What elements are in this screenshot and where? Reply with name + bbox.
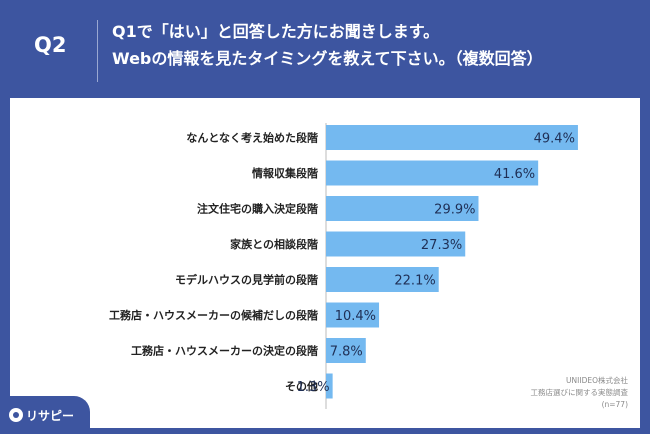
bar xyxy=(326,338,366,363)
bar xyxy=(326,160,539,186)
category-label: モデルハウスの見学前の段階 xyxy=(175,273,318,287)
header-divider xyxy=(97,20,98,82)
bar xyxy=(326,231,466,257)
category-label: その他 xyxy=(285,379,318,393)
bar xyxy=(326,125,578,150)
question-line-2: Webの情報を見たタイミングを教えて下さい。（複数回答） xyxy=(112,49,543,68)
bar xyxy=(326,302,380,328)
value-label: 41.6% xyxy=(494,167,535,182)
source-company: UNIIDEO株式会社 xyxy=(566,376,628,385)
question-line-1: Q1で「はい」と回答した方にお聞きします。 xyxy=(112,22,440,41)
value-label: 22.1% xyxy=(394,274,435,289)
value-label: 29.9% xyxy=(434,203,475,218)
category-label: なんとなく考え始めた段階 xyxy=(186,131,318,145)
brand-logo: リサピー xyxy=(0,396,90,434)
category-label: 家族との相談段階 xyxy=(230,237,318,251)
source-survey: 工務店選びに関する実態調査 xyxy=(530,388,629,397)
bar xyxy=(326,267,439,292)
category-label: 情報収集段階 xyxy=(252,166,318,180)
chart-panel: なんとなく考え始めた段階 49.4% 情報収集段階 41.6% 注文住宅の購入決定段階 2… xyxy=(10,98,640,428)
source-note: UNIIDEO株式会社 工務店選びに関する実態調査 (n=77) xyxy=(531,375,629,411)
bar-chart: なんとなく考え始めた段階 49.4% 情報収集段階 41.6% 注文住宅の購入決定段階 2… xyxy=(109,123,578,409)
logo-text: リサピー xyxy=(26,409,75,423)
bar xyxy=(326,373,333,399)
question-text: Q1で「はい」と回答した方にお聞きします。 Webの情報を見たタイミングを教えて… xyxy=(112,18,543,72)
category-label: 工務店・ハウスメーカーの決定の段階 xyxy=(131,344,318,358)
category-label: 注文住宅の購入決定段階 xyxy=(197,202,318,216)
value-label: 10.4% xyxy=(335,309,376,324)
category-label: 工務店・ハウスメーカーの候補だしの段階 xyxy=(109,308,318,322)
logo-circle-icon xyxy=(9,408,23,422)
value-label: 49.4% xyxy=(534,132,575,147)
value-label: 27.3% xyxy=(421,238,462,253)
source-sample: (n=77) xyxy=(601,400,628,409)
value-label: 7.8% xyxy=(330,345,363,360)
question-number: Q2 xyxy=(34,33,67,57)
bar xyxy=(326,196,479,221)
value-label: 1.3% xyxy=(297,380,330,395)
